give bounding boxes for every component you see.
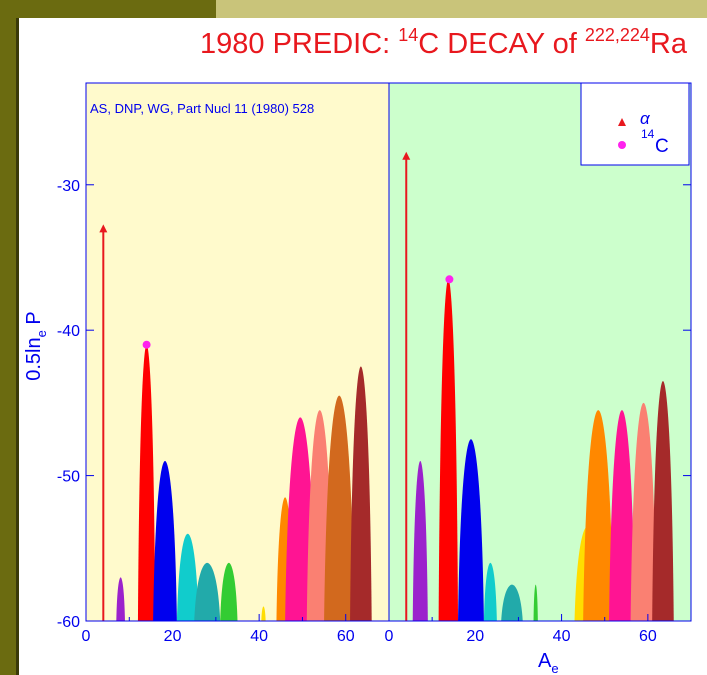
x-tick-label-1-1: 20 [466, 628, 484, 645]
legend-alpha-marker [618, 118, 626, 126]
svg-text:0.5lne P: 0.5lne P [23, 311, 49, 381]
reference-text: AS, DNP, WG, Part Nucl 11 (1980) 528 [90, 101, 314, 116]
chart-title: 1980 PREDIC: 14C DECAY of 222,224Ra [0, 25, 707, 68]
legend-c14-label: C [655, 136, 669, 157]
mass-peak-1-3 [483, 562, 497, 621]
mass-peak-1-4 [501, 584, 523, 621]
title-prefix: 1980 PREDIC: [200, 28, 399, 60]
window-edge-line [16, 18, 19, 675]
mass-peak-1-5 [533, 584, 538, 621]
panel-frame-1 [388, 82, 692, 622]
legend-c14-marker [618, 141, 626, 149]
mass-peak-0-3 [176, 533, 199, 621]
x-tick-label-0-1: 20 [164, 628, 182, 645]
mass-peak-1-7 [583, 410, 614, 621]
mass-peak-0-10 [324, 395, 355, 621]
mass-peak-0-11 [350, 366, 372, 621]
y-tick-label-3: -60 [57, 614, 80, 631]
legend-alpha-label: α [640, 109, 651, 128]
y-tick-label-2: -50 [57, 469, 80, 486]
ylabel-main: 0.5ln [23, 337, 45, 380]
xlabel-main: A [538, 650, 552, 672]
legend-box [580, 82, 690, 166]
panels-group: 0 20 40 60 0 20 40 60 -30 -40 -50 -60 [57, 82, 692, 645]
ylabel-tail: P [23, 311, 45, 330]
alpha-marker-1 [402, 151, 411, 160]
x-tick-label-0-0: 0 [82, 628, 91, 645]
title-mid: C DECAY of [418, 28, 585, 60]
mass-peak-1-9 [630, 402, 657, 621]
x-tick-label-0-2: 40 [250, 628, 268, 645]
xlabel-sub: e [551, 661, 558, 675]
mass-peak-1-8 [609, 410, 635, 621]
mass-peak-0-4 [194, 562, 221, 621]
mass-peak-1-10 [652, 381, 674, 621]
alpha-marker-0 [99, 224, 108, 233]
mass-peak-1-0 [412, 461, 428, 621]
window-left-band [0, 0, 16, 675]
x-axis-label: Ae [538, 650, 559, 675]
mass-peak-0-5 [220, 562, 238, 621]
legend: α 14 C [580, 82, 690, 166]
window-corner-band [0, 0, 216, 18]
mass-peak-0-6 [261, 606, 266, 621]
x-tick-label-1-3: 60 [639, 628, 657, 645]
y-tick-label-0: -30 [57, 178, 80, 195]
c14-marker-1 [445, 275, 454, 284]
y-axis-label: 0.5lne P [23, 311, 49, 381]
ylabel-sub: e [34, 330, 49, 337]
c14-marker-0 [142, 340, 151, 349]
mass-peak-0-0 [116, 577, 125, 621]
x-tick-label-1-0: 0 [385, 628, 394, 645]
mass-peak-1-1 [438, 279, 459, 621]
mass-peak-0-2 [153, 461, 177, 621]
title-sup-mass: 222,224 [584, 25, 650, 45]
y-tick-label-1: -40 [57, 323, 80, 340]
mass-peak-0-1 [137, 344, 156, 621]
x-tick-label-0-3: 60 [337, 628, 355, 645]
x-tick-label-1-2: 40 [553, 628, 571, 645]
legend-c14-sup: 14 [641, 127, 655, 141]
mass-peak-1-2 [458, 439, 484, 621]
title-suffix: Ra [649, 28, 687, 60]
title-sup-14: 14 [398, 25, 419, 45]
